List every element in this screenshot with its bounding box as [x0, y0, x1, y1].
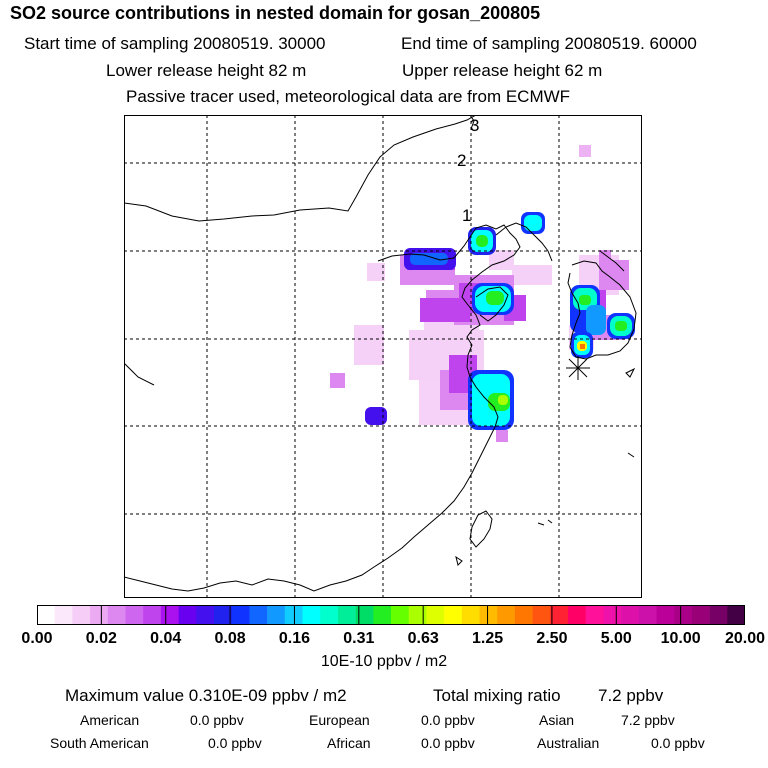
so2-plume-field [330, 145, 635, 442]
region-name-australian: Australian [537, 735, 600, 751]
grid-label-3: 3 [470, 116, 479, 135]
colorbar-swatch [426, 605, 445, 625]
colorbar-swatch [408, 605, 427, 625]
colorbar-tick-label: 1.25 [471, 630, 504, 647]
asterisk-icon [566, 356, 590, 380]
colorbar-swatch [691, 605, 710, 625]
colorbar-swatch [90, 605, 109, 625]
region-value-south-american: 0.0 ppbv [208, 735, 262, 751]
total-mixing-ratio-label: Total mixing ratio [433, 686, 561, 705]
colorbar-tick-label: 0.04 [150, 630, 182, 647]
tracer-note: Passive tracer used, meteorological data… [126, 87, 571, 106]
colorbar-swatch [107, 605, 126, 625]
colorbar-swatch [160, 605, 179, 625]
colorbar-swatch [72, 605, 91, 625]
region-name-african: African [327, 735, 371, 751]
colorbar-swatch [337, 605, 356, 625]
colorbar-swatch [373, 605, 392, 625]
colorbar-swatch [125, 605, 144, 625]
colorbar-tick-label: 0.63 [407, 630, 439, 647]
colorbar-swatch [231, 605, 250, 625]
colorbar-tick-label: 20.00 [724, 630, 766, 647]
colorbar-swatch [143, 605, 162, 625]
colorbar-swatch [249, 605, 268, 625]
concentration-map: 1 2 3 [124, 115, 642, 598]
region-name-south-american: South American [50, 735, 149, 751]
graticule [124, 115, 642, 598]
colorbar-swatch [54, 605, 73, 625]
colorbar-tick-label: 0.00 [21, 630, 53, 647]
colorbar-tick-label: 0.16 [278, 630, 311, 647]
colorbar-swatch [514, 605, 533, 625]
colorbar-swatch [37, 605, 55, 625]
coastlines [124, 115, 637, 592]
colorbar-swatch [709, 605, 728, 625]
colorbar-swatch [178, 605, 197, 625]
colorbar-swatch [284, 605, 303, 625]
colorbar-swatch [196, 605, 215, 625]
colorbar-swatch [656, 605, 675, 625]
region-value-american: 0.0 ppbv [190, 712, 244, 728]
upper-release-height-label: Upper release height 62 m [402, 61, 603, 80]
total-mixing-ratio-value: 7.2 ppbv [598, 686, 664, 705]
colorbar-swatch [461, 605, 480, 625]
colorbar-tick-label: 2.50 [536, 630, 568, 647]
lower-release-height-label: Lower release height 82 m [106, 61, 307, 80]
colorbar-swatch [727, 605, 746, 625]
colorbar-swatch [532, 605, 551, 625]
colorbar-tick-label: 0.02 [85, 630, 117, 647]
grid-label-1: 1 [462, 206, 471, 225]
map-border [124, 115, 642, 598]
colorbar-swatch [320, 605, 339, 625]
colorbar-tick-label: 0.31 [343, 630, 375, 647]
region-value-australian: 0.0 ppbv [651, 735, 705, 751]
grid-label-2: 2 [457, 151, 466, 170]
end-time-label: End time of sampling 20080519. 60000 [401, 34, 697, 53]
colorbar-swatch [497, 605, 516, 625]
region-name-asian: Asian [539, 712, 575, 728]
colorbar-swatch [391, 605, 409, 625]
maximum-value: Maximum value 0.310E-09 ppbv / m2 [65, 686, 347, 705]
colorbar-swatch [585, 605, 604, 625]
colorbar-swatch [214, 605, 232, 625]
region-name-american: American [80, 712, 140, 728]
region-value-african: 0.0 ppbv [421, 735, 475, 751]
colorbar-swatch [355, 605, 374, 625]
colorbar-swatch [302, 605, 321, 625]
colorbar-units: 10E-10 ppbv / m2 [320, 653, 448, 670]
start-time-label: Start time of sampling 20080519. 30000 [24, 34, 326, 53]
colorbar-swatch [479, 605, 498, 625]
colorbar-border [37, 605, 745, 625]
colorbar-swatch [674, 605, 693, 625]
colorbar [37, 605, 746, 625]
colorbar-swatch [267, 605, 286, 625]
colorbar-swatch [621, 605, 640, 625]
plot-title: SO2 source contributions in nested domai… [10, 3, 541, 23]
colorbar-tick-label: 10.00 [660, 630, 701, 647]
colorbar-tick-label: 5.00 [600, 630, 632, 647]
region-value-european: 0.0 ppbv [421, 712, 475, 728]
colorbar-swatch [444, 605, 463, 625]
colorbar-swatch [568, 605, 586, 625]
colorbar-swatch [550, 605, 569, 625]
colorbar-tick-label: 0.08 [214, 630, 246, 647]
region-name-european: European [309, 712, 370, 728]
colorbar-swatch [603, 605, 622, 625]
colorbar-swatch [638, 605, 657, 625]
region-value-asian: 7.2 ppbv [621, 712, 675, 728]
